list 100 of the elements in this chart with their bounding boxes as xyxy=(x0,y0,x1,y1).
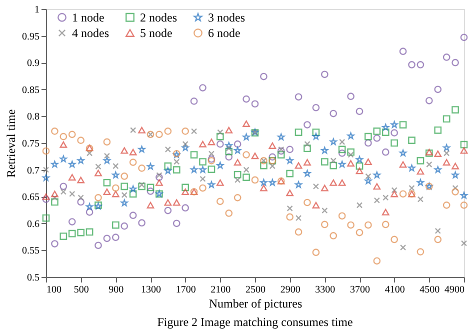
x-tick-label: 900 xyxy=(108,284,124,296)
y-tick-label: 0.7 xyxy=(27,165,40,176)
point xyxy=(112,234,120,242)
point xyxy=(199,140,206,148)
point xyxy=(42,174,50,181)
point xyxy=(234,140,242,148)
point xyxy=(416,157,424,164)
point xyxy=(452,184,458,192)
point xyxy=(52,194,58,201)
legend-label: 2 nodes xyxy=(140,10,178,24)
point xyxy=(77,176,85,184)
point xyxy=(94,242,102,250)
point xyxy=(208,138,216,146)
point xyxy=(104,152,110,159)
point xyxy=(330,162,338,170)
point xyxy=(434,150,442,157)
point xyxy=(225,126,233,134)
point xyxy=(77,198,85,206)
point xyxy=(338,179,346,186)
point xyxy=(399,121,407,128)
point xyxy=(330,158,336,164)
point xyxy=(356,156,364,163)
x-tick-label: 2900 xyxy=(280,284,300,296)
point xyxy=(356,168,364,174)
point xyxy=(373,257,381,265)
point xyxy=(156,179,163,186)
point xyxy=(208,150,215,157)
point xyxy=(130,127,136,134)
y-tick-label: 0.65 xyxy=(22,192,40,204)
point xyxy=(172,220,180,228)
point xyxy=(251,152,259,160)
point xyxy=(322,207,328,214)
point xyxy=(460,192,468,199)
point xyxy=(42,147,50,155)
point xyxy=(260,184,268,192)
y-tick-label: 0.55 xyxy=(22,246,40,257)
point xyxy=(286,205,293,212)
point xyxy=(330,179,338,186)
point xyxy=(68,160,76,168)
point xyxy=(103,188,111,196)
point xyxy=(225,142,232,149)
point xyxy=(216,132,224,140)
x-tick-label: 3700 xyxy=(350,284,370,296)
point xyxy=(338,146,346,154)
point xyxy=(234,146,242,154)
point xyxy=(452,162,459,170)
x-axis-title: Number of pictures xyxy=(208,296,302,310)
point xyxy=(172,199,180,206)
point xyxy=(444,150,450,156)
point xyxy=(268,142,276,149)
point xyxy=(156,174,163,181)
point xyxy=(382,220,390,228)
point xyxy=(242,120,250,127)
point xyxy=(138,219,146,227)
point xyxy=(312,202,320,208)
point xyxy=(294,162,302,169)
point xyxy=(251,100,259,108)
point xyxy=(199,158,206,166)
point xyxy=(304,141,310,148)
point xyxy=(120,172,128,180)
x-tick-label: 100 xyxy=(46,284,62,296)
point xyxy=(286,146,294,154)
point xyxy=(94,170,102,176)
point xyxy=(442,159,450,166)
point xyxy=(338,212,346,220)
point xyxy=(416,61,424,68)
point xyxy=(51,128,58,135)
point xyxy=(146,202,154,208)
point xyxy=(95,164,102,170)
point xyxy=(112,221,120,229)
point xyxy=(442,202,450,209)
point xyxy=(408,136,416,144)
point xyxy=(120,182,128,190)
point xyxy=(417,196,424,202)
point xyxy=(164,162,172,170)
point xyxy=(216,198,224,206)
point xyxy=(182,128,190,135)
point xyxy=(320,158,328,166)
point xyxy=(260,178,268,186)
point xyxy=(242,174,250,181)
point xyxy=(348,152,354,158)
point xyxy=(434,86,442,94)
point xyxy=(374,197,380,204)
point xyxy=(112,171,120,178)
point xyxy=(434,228,441,234)
point xyxy=(242,95,250,103)
x-tick-label: 500 xyxy=(74,284,89,296)
point xyxy=(373,183,381,190)
point xyxy=(442,115,450,123)
point xyxy=(129,212,137,220)
point xyxy=(295,214,302,222)
point xyxy=(268,153,276,161)
point xyxy=(68,218,76,226)
point xyxy=(278,146,284,152)
point xyxy=(120,222,128,230)
point xyxy=(295,181,302,188)
point xyxy=(120,199,128,206)
point xyxy=(382,128,390,136)
point xyxy=(364,158,372,166)
point xyxy=(103,234,111,242)
